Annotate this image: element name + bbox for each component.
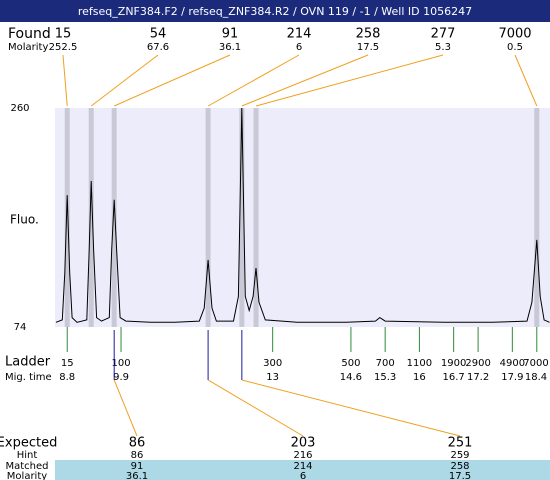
ladder-size: 4900 bbox=[500, 358, 525, 369]
ladder-size: 15 bbox=[61, 358, 74, 369]
found-molarity: 6 bbox=[296, 42, 302, 53]
found-leader bbox=[113, 54, 231, 107]
found-molarity: 0.5 bbox=[507, 42, 523, 53]
expected-label: Expected bbox=[0, 436, 57, 451]
title: refseq_ZNF384.F2 / refseq_ZNF384.R2 / OV… bbox=[78, 5, 472, 18]
ladder-time: 18.4 bbox=[525, 372, 547, 383]
found-molarity: 17.5 bbox=[357, 42, 379, 53]
found-molarity: 36.1 bbox=[219, 42, 241, 53]
expected-value: 251 bbox=[448, 436, 473, 451]
peak-band bbox=[111, 108, 117, 327]
matched-value: 91 bbox=[131, 461, 144, 472]
hint-value: 216 bbox=[293, 450, 312, 461]
expected-value: 86 bbox=[129, 436, 146, 451]
expected-leader bbox=[241, 379, 461, 437]
found-size: 54 bbox=[150, 27, 167, 42]
ladder-time: 14.6 bbox=[340, 372, 362, 383]
found-leader bbox=[514, 54, 538, 107]
y-tick-label: 74 bbox=[14, 322, 27, 333]
y-axis-label: Fluo. bbox=[10, 213, 39, 227]
expected-value: 203 bbox=[291, 436, 316, 451]
ladder-time: 9.9 bbox=[113, 372, 129, 383]
found-size: 214 bbox=[287, 27, 312, 42]
ladder-size: 100 bbox=[111, 358, 130, 369]
expected-leader bbox=[113, 379, 138, 437]
found-molarity: 67.6 bbox=[147, 42, 169, 53]
found-leader bbox=[207, 54, 300, 107]
matched-molarity-label: Molarity bbox=[7, 471, 47, 480]
ladder-sublabel: Mig. time bbox=[5, 372, 52, 383]
ladder-size: 1100 bbox=[407, 358, 432, 369]
ladder-size: 300 bbox=[263, 358, 282, 369]
hint-value: 86 bbox=[131, 450, 144, 461]
ladder-time: 16.7 bbox=[443, 372, 465, 383]
ladder-time: 17.2 bbox=[467, 372, 489, 383]
found-leader bbox=[62, 54, 68, 107]
found-size: 7000 bbox=[498, 27, 531, 42]
matched-label: Matched bbox=[5, 461, 48, 472]
matched-background bbox=[55, 460, 550, 480]
ladder-label: Ladder bbox=[5, 355, 51, 370]
ladder-size: 700 bbox=[376, 358, 395, 369]
matched-molarity: 36.1 bbox=[126, 471, 148, 480]
ladder-size: 7000 bbox=[523, 358, 548, 369]
hint-value: 259 bbox=[450, 450, 469, 461]
ladder-time: 15.3 bbox=[374, 372, 396, 383]
plot-area bbox=[55, 108, 550, 327]
ladder-time: 17.9 bbox=[501, 372, 523, 383]
found-leader bbox=[255, 54, 444, 107]
ladder-time: 13 bbox=[266, 372, 279, 383]
found-molarity: 5.3 bbox=[435, 42, 451, 53]
found-leader bbox=[241, 54, 369, 107]
found-molarity: 252.5 bbox=[49, 42, 78, 53]
matched-molarity: 6 bbox=[300, 471, 306, 480]
ladder-size: 1900 bbox=[441, 358, 466, 369]
peak-band bbox=[253, 108, 259, 327]
found-size: 258 bbox=[356, 27, 381, 42]
found-size: 91 bbox=[222, 27, 239, 42]
found-size: 15 bbox=[55, 27, 72, 42]
matched-molarity: 17.5 bbox=[449, 471, 471, 480]
title-bar bbox=[0, 0, 550, 22]
found-leader bbox=[90, 54, 159, 107]
found-label: Found bbox=[8, 26, 51, 42]
trace bbox=[55, 107, 550, 323]
peak-band bbox=[205, 108, 211, 327]
expected-leader bbox=[207, 379, 304, 437]
peak-band bbox=[239, 108, 245, 327]
peak-band bbox=[88, 108, 94, 327]
y-tick-label: 260 bbox=[10, 103, 29, 114]
ladder-time: 8.8 bbox=[59, 372, 75, 383]
found-size: 277 bbox=[431, 27, 456, 42]
ladder-time: 16 bbox=[413, 372, 426, 383]
peak-band bbox=[534, 108, 540, 327]
ladder-size: 500 bbox=[341, 358, 360, 369]
ladder-size: 2900 bbox=[465, 358, 490, 369]
matched-value: 214 bbox=[293, 461, 312, 472]
peak-band bbox=[64, 108, 70, 327]
hint-label: Hint bbox=[17, 450, 38, 461]
matched-value: 258 bbox=[450, 461, 469, 472]
found-sublabel: Molarity bbox=[8, 42, 48, 53]
